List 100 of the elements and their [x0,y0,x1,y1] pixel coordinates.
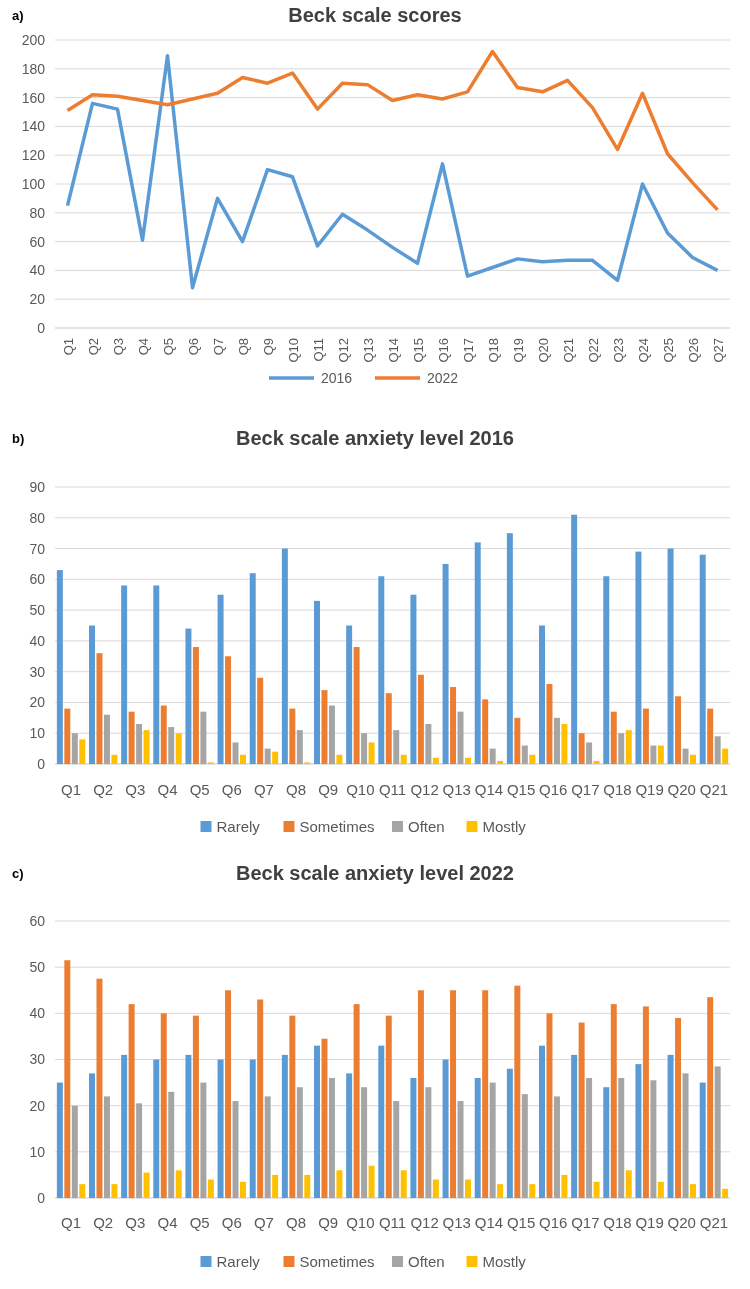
bar [625,730,632,764]
x-tick-label: Q17 [571,1214,600,1231]
x-tick-label: Q3 [125,1214,146,1231]
x-tick-label: Q21 [699,1214,729,1231]
bar [625,1170,632,1198]
bar [232,742,239,764]
bar [336,754,343,764]
bar [714,736,721,764]
bar [482,699,489,764]
bar [642,1006,649,1198]
bar [635,1064,642,1198]
bar [361,733,368,764]
bar [650,745,657,764]
x-tick-label: Q20 [667,781,696,798]
x-tick-label: Q18 [603,1214,632,1231]
x-tick-label: Q9 [318,781,339,798]
x-tick-label: Q2 [93,781,114,798]
bar [667,1054,674,1198]
bar [257,677,264,764]
y-tick-label: 140 [21,118,46,135]
y-tick-label: 60 [29,233,46,250]
x-tick-label: Q15 [410,338,426,363]
legend-label: Often [408,818,445,835]
bar [465,1179,471,1198]
bar [586,1077,593,1198]
bar [450,687,457,764]
bar [79,739,86,764]
bar [514,717,521,764]
bar [368,1165,375,1198]
bar [546,1013,553,1198]
bar [240,754,246,764]
bar [121,1054,128,1198]
bar [506,1068,513,1198]
bar [225,656,232,764]
legend-label: Sometimes [299,1253,375,1270]
bar [89,1073,95,1198]
legend-label: Often [408,1253,445,1270]
bar [657,1181,664,1198]
y-tick-label: 0 [37,319,46,336]
bar [553,1096,560,1198]
y-tick-label: 10 [29,725,46,742]
bar [571,514,578,764]
bar [136,1103,143,1198]
x-tick-label: Q11 [378,1214,407,1231]
bar [432,757,439,764]
x-tick-label: Q14 [385,338,401,363]
x-tick-label: Q22 [585,338,601,363]
legend-label: Mostly [482,818,527,835]
bar [71,1105,78,1198]
x-tick-label: Q21 [699,781,729,798]
x-tick-label: Q10 [285,338,301,363]
bar [690,1184,696,1198]
text: b) [12,431,25,446]
bar [521,745,528,764]
y-tick-label: 70 [29,540,46,557]
x-tick-label: Q18 [603,781,632,798]
bar [506,533,513,764]
bar [96,978,103,1198]
bar [232,1101,239,1198]
bar [474,1077,481,1198]
y-tick-label: 200 [21,31,46,48]
x-tick-label: Q13 [442,1214,471,1231]
y-tick-label: 30 [29,663,46,680]
bar [185,1054,192,1198]
bar [103,714,110,764]
x-tick-label: Q19 [635,781,664,798]
y-tick-label: 160 [21,89,46,106]
x-tick-label: Q15 [506,781,536,798]
bar [143,730,150,764]
x-tick-label: Q4 [157,1214,178,1231]
bar [410,1077,417,1198]
bar [240,1181,246,1198]
x-tick-label: Q16 [539,1214,568,1231]
bar [393,730,400,764]
bar [578,1022,585,1198]
bar [432,1179,439,1198]
bar [346,1073,353,1198]
y-tick-label: 0 [37,755,46,772]
x-tick-label: Q1 [61,1214,82,1231]
x-tick-label: Q3 [110,338,126,356]
bar [56,570,63,764]
x-tick-label: Q12 [410,1214,439,1231]
bar [368,742,375,764]
bar [304,1174,311,1198]
y-tick-label: 40 [29,632,46,649]
bar [699,1082,706,1198]
x-tick-label: Q10 [346,781,375,798]
x-tick-label: Q1 [60,338,76,356]
y-tick-label: 40 [29,262,46,279]
x-tick-label: Q5 [189,1214,210,1231]
bar [328,1077,335,1198]
bar [96,653,103,764]
line-series [65,49,720,212]
x-tick-label: Q8 [235,338,251,356]
bar [321,1038,328,1198]
bar [682,1073,689,1198]
bar [378,1045,385,1198]
bar [400,1170,407,1198]
x-tick-label: Q17 [460,338,476,363]
bar [489,1082,496,1198]
